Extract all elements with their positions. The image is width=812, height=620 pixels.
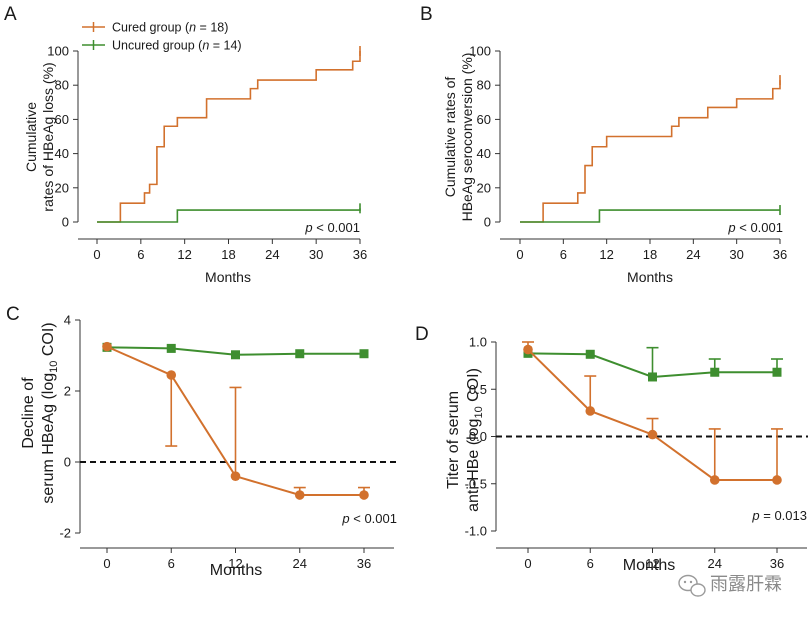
- x-tick-label: 12: [599, 247, 613, 262]
- data-point-cured-group: [709, 475, 720, 485]
- data-point-uncured-group: [295, 349, 305, 359]
- panel-letter: B: [420, 4, 433, 25]
- p-value-annotation: p < 0.001: [304, 220, 360, 235]
- x-tick-label: 24: [708, 556, 722, 571]
- y-tick-label: 0.0: [469, 429, 487, 444]
- x-tick-label: 36: [770, 556, 784, 571]
- x-tick-label: 6: [587, 556, 594, 571]
- y-axis-title: Cumulativerates of HBeAg loss (%): [23, 62, 56, 211]
- x-tick-label: 24: [293, 556, 307, 571]
- x-tick-label: 6: [560, 247, 567, 262]
- data-point-uncured-group: [710, 367, 720, 377]
- legend-uncured: Uncured group (n = 14): [82, 39, 242, 53]
- x-tick-label: 30: [309, 247, 323, 262]
- data-point-cured-group: [523, 344, 533, 355]
- legend-cured: Cured group (n = 18): [82, 21, 228, 35]
- y-tick-label: 2: [64, 384, 71, 399]
- panel-a-chart: A 0 20 40 60 80 100 0 6 12 18 24 30 36 Months Cumulativ…: [4, 4, 367, 285]
- x-tick-label: 36: [773, 247, 787, 262]
- x-tick-label: 12: [228, 556, 242, 571]
- data-point-cured-group: [102, 341, 112, 352]
- panel-b-chart: B 0 20 40 60 80 100 0 6 12 18 24 30 36 Months Cumulativ…: [420, 4, 787, 285]
- x-tick-label: 18: [221, 247, 235, 262]
- x-axis-title: Months: [210, 562, 262, 579]
- data-point-uncured-group: [648, 372, 657, 382]
- panel-letter: A: [4, 4, 17, 25]
- p-value-annotation: p = 0.013: [751, 508, 807, 523]
- data-point-cured-group: [585, 406, 596, 416]
- series-line-uncured-group: [520, 209, 780, 223]
- x-tick-label: 24: [265, 247, 279, 262]
- x-axis-title: Months: [205, 269, 251, 285]
- x-tick-label: 0: [516, 247, 523, 262]
- y-tick-label: 4: [64, 313, 71, 328]
- y-tick-label: -2: [59, 526, 71, 541]
- y-tick-label: 60: [55, 112, 69, 127]
- y-tick-label: -1.0: [465, 524, 487, 539]
- panel-letter: C: [6, 304, 20, 325]
- y-tick-label: 0: [64, 455, 71, 470]
- legend: Cured group (n = 18) Uncured group (n = …: [82, 21, 242, 53]
- y-axis-title: Titer of serum anti-HBe (log10 COI): [445, 368, 485, 512]
- x-tick-label: 6: [168, 556, 175, 571]
- y-tick-label: 0.5: [469, 382, 487, 397]
- x-tick-label: 12: [645, 556, 659, 571]
- y-tick-label: 100: [47, 44, 69, 59]
- x-tick-label: 0: [524, 556, 531, 571]
- data-point-cured-group: [772, 475, 782, 485]
- y-tick-label: 20: [477, 180, 491, 195]
- y-tick-label: 80: [55, 78, 69, 93]
- x-tick-label: 0: [93, 247, 100, 262]
- data-point-uncured-group: [585, 349, 595, 359]
- x-tick-label: 30: [729, 247, 743, 262]
- legend-cured-label: Cured group (n = 18): [112, 21, 228, 35]
- x-tick-label: 6: [137, 247, 144, 262]
- x-tick-label: 24: [686, 247, 700, 262]
- panel-d-chart: D -1.0 -0.5 0.0 0.5 1.0 0 6 12 24 36 Months Titer of…: [415, 324, 808, 574]
- y-axis-title: Decline of serum HBeAg (log10 COI): [20, 322, 60, 503]
- y-tick-label: 80: [477, 78, 491, 93]
- y-tick-label: -0.5: [465, 476, 487, 491]
- data-point-uncured-group: [772, 367, 782, 377]
- series-line-cured-group: [520, 80, 781, 223]
- x-axis-title: Months: [623, 557, 675, 574]
- data-point-cured-group: [166, 370, 177, 380]
- y-tick-label: 20: [55, 180, 69, 195]
- data-point-cured-group: [230, 471, 241, 482]
- x-tick-label: 0: [103, 556, 110, 571]
- data-point-cured-group: [359, 490, 369, 500]
- p-value-annotation: p < 0.001: [727, 220, 783, 235]
- x-axis-title: Months: [627, 269, 673, 285]
- data-point-uncured-group: [166, 343, 176, 353]
- y-tick-label: 100: [469, 44, 491, 59]
- data-point-uncured-group: [231, 350, 240, 360]
- x-tick-label: 12: [177, 247, 191, 262]
- y-tick-label: 60: [477, 112, 491, 127]
- y-tick-label: 40: [55, 146, 69, 161]
- y-tick-label: 0: [484, 215, 491, 230]
- watermark: 雨露肝霖: [678, 574, 782, 597]
- y-tick-label: 0: [62, 215, 69, 230]
- data-point-cured-group: [294, 490, 305, 500]
- panel-letter: D: [415, 324, 429, 345]
- x-tick-label: 18: [643, 247, 657, 262]
- p-value-annotation: p < 0.001: [341, 511, 397, 526]
- y-axis-title: Cumulative rates ofHBeAg seroconversion …: [442, 53, 475, 222]
- series-line-cured-group: [97, 51, 361, 223]
- x-tick-label: 36: [357, 556, 371, 571]
- legend-uncured-label: Uncured group (n = 14): [112, 39, 242, 53]
- y-tick-label: 40: [477, 146, 491, 161]
- data-point-cured-group: [647, 429, 658, 440]
- y-tick-label: 1.0: [469, 335, 487, 350]
- data-point-uncured-group: [359, 349, 369, 359]
- wechat-chat-bubble-icon: [678, 574, 706, 597]
- x-tick-label: 36: [353, 247, 367, 262]
- watermark-text: 雨露肝霖: [710, 574, 782, 594]
